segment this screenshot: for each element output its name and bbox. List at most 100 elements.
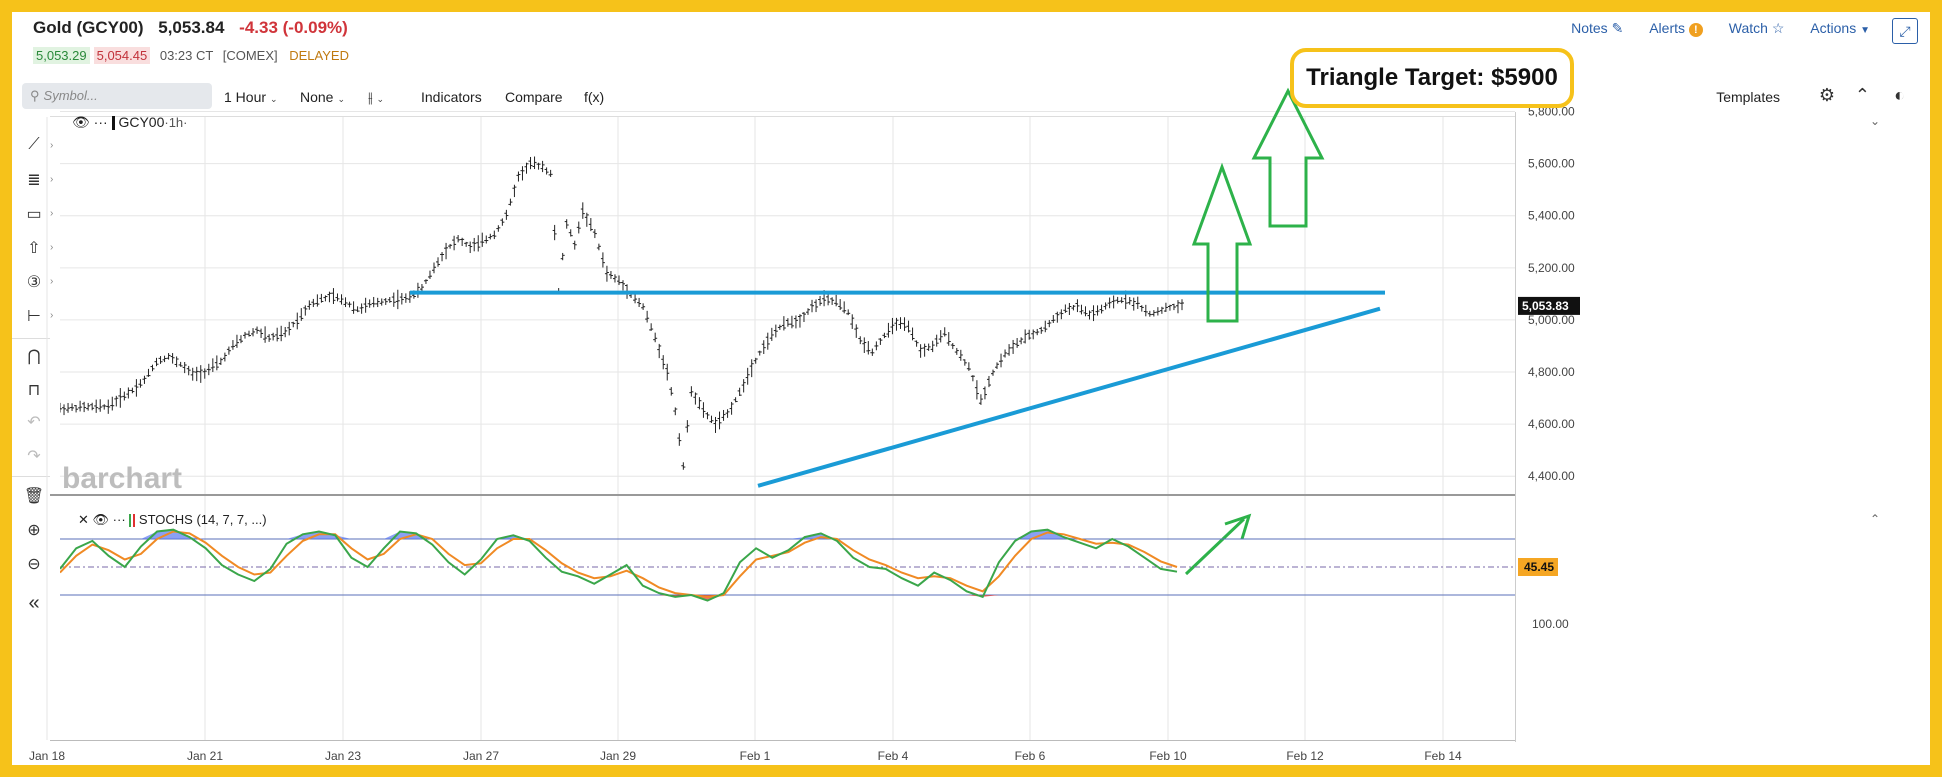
price-bar xyxy=(110,396,115,411)
price-tick-label: 4,800.00 xyxy=(1528,365,1575,379)
price-bar xyxy=(226,346,231,355)
price-bar xyxy=(874,341,879,351)
collapse-up-icon[interactable]: ⌃ xyxy=(1854,85,1870,105)
price-bar xyxy=(725,409,730,418)
compare-button[interactable]: Compare xyxy=(505,89,563,105)
price-bar xyxy=(170,353,175,364)
price-bar xyxy=(793,315,798,329)
price-bar xyxy=(283,327,288,338)
pane-chevron-icon[interactable]: ⌄ xyxy=(1869,114,1880,128)
chevron-down-icon: ▼ xyxy=(1860,25,1870,36)
alerts-link[interactable]: Alerts ! xyxy=(1649,20,1703,37)
watch-link[interactable]: Watch ☆ xyxy=(1728,20,1785,36)
redo-icon[interactable]: ↷ xyxy=(27,448,41,465)
undo-icon[interactable]: ↶ xyxy=(27,414,41,431)
symbol-name: Gold (GCY00) xyxy=(33,18,144,37)
notes-link[interactable]: Notes ✎ xyxy=(1571,20,1624,36)
close-icon[interactable]: ✕ xyxy=(78,512,89,527)
price-bar xyxy=(1023,329,1028,344)
support-trendline xyxy=(757,306,1381,488)
price-bar xyxy=(1039,326,1044,334)
price-bar xyxy=(1015,338,1020,348)
rectangle-tool-icon[interactable]: ▭ xyxy=(26,206,42,223)
trash-icon[interactable]: 🗑 xyxy=(23,488,45,505)
chevron-right-icon[interactable]: › xyxy=(50,208,54,219)
arrow-tool-icon[interactable]: ⇧ xyxy=(27,240,41,257)
price-bar xyxy=(1079,304,1084,315)
price-bar xyxy=(452,235,457,251)
price-bar xyxy=(789,315,794,329)
fibonacci-tool-icon[interactable]: ≣ xyxy=(27,172,41,189)
price-bar xyxy=(588,218,593,232)
indicators-button[interactable]: Indicators xyxy=(421,89,482,105)
price-bar xyxy=(733,397,738,403)
price-bar xyxy=(1151,310,1156,317)
price-bar xyxy=(1083,306,1088,317)
stochastic-lines xyxy=(60,528,1515,602)
templates-button[interactable]: Templates xyxy=(1716,89,1780,105)
price-bar xyxy=(138,379,143,388)
chevron-right-icon[interactable]: › xyxy=(50,140,54,151)
measure-tool-icon[interactable]: ⊢ xyxy=(27,308,41,325)
zoom-in-icon[interactable]: ⊕ xyxy=(27,522,41,539)
more-icon[interactable]: ··· xyxy=(93,114,108,130)
price-bar xyxy=(934,334,939,347)
price-bar xyxy=(910,327,915,341)
price-bar xyxy=(488,233,493,240)
price-change: -4.33 (-0.09%) xyxy=(239,18,348,37)
bar-type-dropdown[interactable]: ⫲ ⌄ xyxy=(368,89,384,106)
symbol-search-input[interactable]: ⚲ Symbol... xyxy=(22,83,212,109)
zoom-out-icon[interactable]: ⊖ xyxy=(27,556,41,573)
price-bar xyxy=(214,355,219,371)
price-bar xyxy=(1003,349,1008,358)
chevron-down-icon: ⌄ xyxy=(270,94,278,104)
actions-link[interactable]: Actions ▼ xyxy=(1810,20,1870,36)
unlock-icon[interactable]: ⊓ xyxy=(27,382,41,399)
gear-icon[interactable]: ⚙ xyxy=(1818,85,1835,105)
price-legend-symbol: GCY00 xyxy=(118,114,165,130)
price-bar xyxy=(681,462,686,470)
price-tick-label: 5,600.00 xyxy=(1528,157,1575,171)
price-bar xyxy=(66,402,71,413)
price-tick-label: 5,000.00 xyxy=(1528,313,1575,327)
price-bar xyxy=(665,363,670,381)
stoch-value-box xyxy=(1518,558,1558,576)
dark-mode-icon[interactable]: ◐ xyxy=(1894,85,1905,105)
price-bar xyxy=(508,198,513,206)
interval-dropdown[interactable]: 1 Hour ⌄ xyxy=(224,89,278,105)
price-bar xyxy=(596,243,601,251)
eye-icon[interactable]: 👁 xyxy=(72,114,90,130)
collapse-left-icon[interactable]: « xyxy=(28,592,40,614)
price-bar xyxy=(375,297,380,308)
price-bar xyxy=(866,341,871,355)
chevron-right-icon[interactable]: › xyxy=(50,276,54,287)
magnet-icon[interactable]: ⋂ xyxy=(27,348,41,365)
price-bar xyxy=(134,379,139,397)
number-tool-icon[interactable]: ③ xyxy=(26,274,42,291)
more-icon[interactable]: ··· xyxy=(112,512,126,527)
price-tick-label: 5,400.00 xyxy=(1528,209,1575,223)
chevron-right-icon[interactable]: › xyxy=(50,242,54,253)
pane-top-border xyxy=(50,116,1515,117)
expand-icon[interactable]: ⤢ xyxy=(1892,18,1918,44)
price-bar xyxy=(995,362,1000,369)
fx-button[interactable]: f(x) xyxy=(584,89,605,105)
trendline-tool-icon[interactable]: ⟋ xyxy=(28,136,40,153)
drawing-overlays xyxy=(410,87,1385,576)
price-bar xyxy=(279,325,284,342)
price-bar xyxy=(70,403,75,411)
study-type-dropdown[interactable]: None ⌄ xyxy=(300,89,346,105)
price-bar xyxy=(524,162,529,174)
eye-icon[interactable]: 👁 xyxy=(92,512,110,527)
chevron-right-icon[interactable]: › xyxy=(50,174,54,185)
stoch-pane-chevron-icon[interactable]: ⌃ xyxy=(1869,512,1880,526)
price-bar xyxy=(564,219,569,229)
price-bar xyxy=(259,328,264,338)
chevron-right-icon[interactable]: › xyxy=(50,310,54,321)
price-bar xyxy=(315,294,320,307)
price-bar xyxy=(978,394,983,405)
price-bar xyxy=(255,326,260,334)
time-axis-border xyxy=(50,740,1515,741)
price-bar xyxy=(323,295,328,302)
price-bar xyxy=(347,301,352,308)
